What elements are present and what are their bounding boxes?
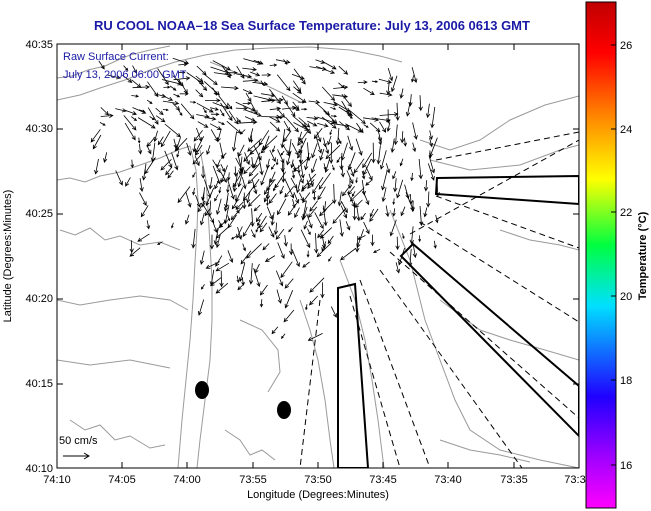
colorbar-tick-label: 20 <box>620 291 632 303</box>
scale-arrow <box>63 452 90 460</box>
y-tick-label: 40:15 <box>25 378 53 390</box>
colorbar-tick-label: 24 <box>620 124 632 136</box>
y-tick-label: 40:20 <box>25 293 53 305</box>
colorbar-tick-label: 22 <box>620 207 632 219</box>
x-tick-label: 73:35 <box>500 474 528 486</box>
x-tick-label: 74:05 <box>108 474 136 486</box>
inset-line-2: July 13, 2006 06:00 GMT <box>63 69 187 81</box>
x-tick-label: 74:00 <box>173 474 201 486</box>
colorbar-tick-label: 16 <box>620 460 632 472</box>
y-tick-label: 40:25 <box>25 208 53 220</box>
map-title: RU COOL NOAA–18 Sea Surface Temperature:… <box>94 18 530 33</box>
x-tick-label: 73:40 <box>434 474 462 486</box>
x-axis-label: Longitude (Degrees:Minutes) <box>247 489 389 501</box>
x-tick-marks <box>56 44 580 468</box>
current-vectors <box>90 57 440 341</box>
y-axis-label: Latitude (Degrees:Minutes) <box>2 190 14 323</box>
x-tick-label: 73:45 <box>369 474 397 486</box>
buoy-marker-1 <box>195 381 209 399</box>
y-tick-labels: 40:35 40:30 40:25 40:20 40:15 40:10 <box>25 39 53 475</box>
lane-ambrose <box>434 174 579 206</box>
x-tick-label: 73:55 <box>239 474 267 486</box>
y-tick-label: 40:35 <box>25 39 53 51</box>
lane-south <box>337 282 370 468</box>
x-tick-label: 73:3 <box>564 474 585 486</box>
colorbar-label: Temperature (°C) <box>637 211 649 300</box>
y-tick-marks <box>57 43 579 469</box>
colorbar-tick-label: 26 <box>620 40 632 52</box>
buoy-marker-2 <box>277 401 291 419</box>
map-layer <box>57 45 579 468</box>
lane-hudson <box>399 242 579 438</box>
inset-line-1: Raw Surface Current: <box>63 51 169 63</box>
colorbar-ticks <box>611 44 616 466</box>
y-tick-label: 40:30 <box>25 123 53 135</box>
colorbar-tick-label: 18 <box>620 375 632 387</box>
x-tick-label: 73:50 <box>304 474 332 486</box>
shipping-lanes <box>337 174 579 468</box>
colorbar-tick-labels: 26 24 22 20 18 16 <box>620 40 632 472</box>
x-tick-labels: 74:10 74:05 74:00 73:55 73:50 73:45 73:4… <box>43 474 585 486</box>
colorbar <box>585 1 617 509</box>
scale-label: 50 cm/s <box>59 435 98 447</box>
dashed-boundaries <box>299 131 579 468</box>
x-tick-label: 74:10 <box>43 474 71 486</box>
y-tick-label: 40:10 <box>25 463 53 475</box>
